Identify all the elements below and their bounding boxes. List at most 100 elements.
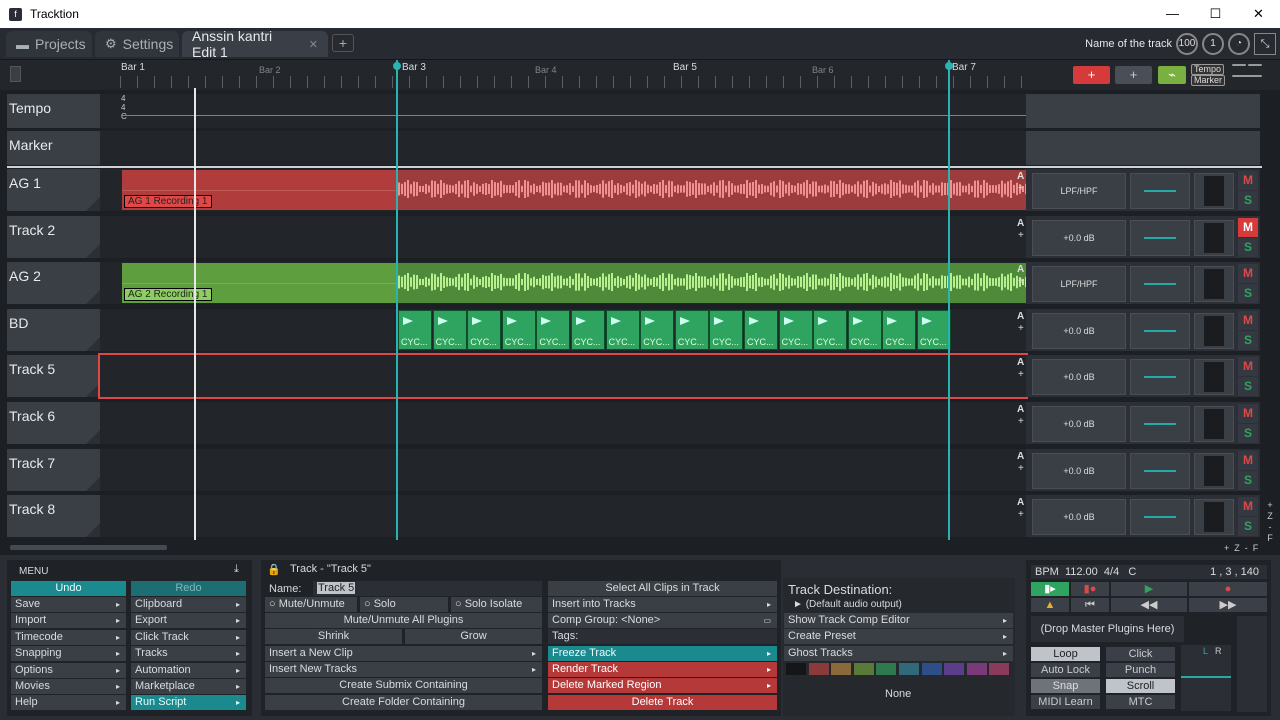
audio-clip[interactable]: AG 1 Recording 1: [122, 170, 1026, 210]
master-plugins-drop-area[interactable]: (Drop Master Plugins Here): [1031, 616, 1184, 642]
automation-toggle[interactable]: A: [1017, 451, 1025, 462]
volume-fader[interactable]: [1130, 173, 1190, 209]
timeline-ruler[interactable]: Bar 1 Bar 2 Bar 3 Bar 4 Bar 5 Bar 6 Bar …: [0, 60, 1280, 90]
solo-button[interactable]: S: [1238, 517, 1258, 536]
menu-item[interactable]: Snapping ▸: [11, 646, 126, 662]
menu-item[interactable]: Movies ▸: [11, 679, 126, 694]
loop-end-handle[interactable]: [945, 62, 953, 70]
volume-fader[interactable]: [1130, 453, 1190, 489]
color-swatch[interactable]: [786, 663, 806, 675]
record-mode-icon[interactable]: ▮▸: [1031, 582, 1069, 596]
download-icon[interactable]: ⤓: [234, 563, 239, 575]
mini-toggle-3[interactable]: [1232, 75, 1262, 77]
solo-button[interactable]: S: [1238, 284, 1258, 303]
midi-clip[interactable]: CYC...: [744, 310, 778, 350]
menu-item[interactable]: Options ▸: [11, 662, 126, 678]
color-swatch[interactable]: [831, 663, 852, 675]
tab-projects[interactable]: ▬ Projects: [6, 31, 92, 57]
insert-tracks-menu[interactable]: Insert New Tracks ▸: [265, 662, 542, 677]
track-header[interactable]: Track 8: [7, 495, 100, 537]
loop-end-marker[interactable]: [948, 60, 950, 540]
midi-clip[interactable]: CYC...: [882, 310, 917, 350]
track-header[interactable]: Track 2: [7, 216, 100, 258]
tempo-track-header[interactable]: Tempo: [7, 94, 100, 128]
color-swatch[interactable]: [944, 663, 965, 675]
add-plugin-button[interactable]: +: [1018, 369, 1024, 380]
midi-clip[interactable]: CYC...: [432, 310, 467, 350]
menu-item[interactable]: Clipboard ▸: [131, 597, 246, 612]
solo-isolate-button[interactable]: ○ Solo Isolate: [451, 597, 542, 612]
automation-toggle[interactable]: A: [1017, 404, 1025, 415]
fast-forward-icon[interactable]: ▶▶: [1189, 598, 1267, 612]
horizontal-scrollbar[interactable]: [10, 545, 167, 550]
track-lane[interactable]: [100, 216, 1026, 258]
select-all-clips-button[interactable]: Select All Clips in Track: [548, 581, 777, 596]
track-lane[interactable]: [98, 353, 1028, 399]
close-tab-icon[interactable]: ✕: [308, 38, 318, 51]
mute-unmute-button[interactable]: ○ Mute/Unmute: [265, 597, 357, 612]
color-swatch[interactable]: [808, 663, 829, 675]
volume-fader[interactable]: [1130, 220, 1190, 256]
volume-fader[interactable]: [1130, 406, 1190, 442]
automation-toggle[interactable]: A: [1017, 218, 1025, 229]
color-swatch[interactable]: [899, 663, 919, 675]
volume-fader[interactable]: [1130, 359, 1190, 395]
solo-button[interactable]: S: [1238, 331, 1258, 350]
snap-button[interactable]: Snap: [1031, 679, 1100, 693]
track-lane[interactable]: [100, 449, 1026, 491]
mute-button[interactable]: M: [1238, 311, 1258, 330]
tags-field[interactable]: Tags:: [548, 629, 777, 644]
midi-clip[interactable]: CYC...: [917, 310, 951, 350]
add-grey-button[interactable]: +: [1115, 66, 1152, 84]
mute-button[interactable]: M: [1238, 497, 1258, 516]
marker-track-header[interactable]: Marker: [7, 131, 100, 165]
master-volume-fader[interactable]: [1237, 616, 1267, 712]
plugin-slot[interactable]: LPF/HPF: [1032, 266, 1126, 302]
minimize-button[interactable]: —: [1166, 6, 1179, 21]
insert-clip-menu[interactable]: Insert a New Clip ▸: [265, 646, 542, 661]
redo-button[interactable]: Redo: [131, 581, 246, 596]
punch-button[interactable]: Punch: [1106, 663, 1175, 677]
plugin-slot[interactable]: +0.0 dB: [1032, 499, 1126, 535]
record-arm-icon[interactable]: ▮●: [1071, 582, 1109, 596]
menu-item[interactable]: Automation ▸: [131, 662, 246, 678]
track-lane[interactable]: CYC... CYC... CYC... CYC... CYC... CYC... CYC.…: [100, 309, 1026, 351]
menu-item[interactable]: Help ▸: [11, 695, 126, 711]
volume-fader[interactable]: [1130, 499, 1190, 535]
playhead[interactable]: [194, 88, 196, 540]
close-window-button[interactable]: ✕: [1253, 6, 1264, 21]
mtc-button[interactable]: MTC: [1106, 695, 1175, 709]
track-lane[interactable]: AG 1 Recording 1: [100, 169, 1026, 211]
create-submix-button[interactable]: Create Submix Containing: [265, 678, 542, 693]
midi-clip[interactable]: CYC...: [501, 310, 536, 350]
track-header[interactable]: AG 1: [7, 169, 100, 211]
color-swatch[interactable]: [966, 663, 987, 675]
menu-item[interactable]: Marketplace ▸: [131, 679, 246, 694]
automation-toggle[interactable]: A: [1017, 264, 1025, 275]
plugin-slot[interactable]: +0.0 dB: [1032, 313, 1126, 349]
mini-toggle-1[interactable]: [1232, 64, 1246, 66]
plugin-slot[interactable]: +0.0 dB: [1032, 359, 1126, 395]
solo-button[interactable]: S: [1238, 191, 1258, 210]
menu-item[interactable]: Save ▸: [11, 597, 126, 612]
loop-start-handle[interactable]: [393, 62, 401, 70]
record-icon[interactable]: ●: [1189, 582, 1267, 596]
destination-value[interactable]: ► (Default audio output): [793, 599, 902, 610]
ghost-tracks-menu[interactable]: Ghost Tracks ▸: [784, 646, 1013, 661]
vertical-zoom-controls[interactable]: + Z - F: [1267, 500, 1273, 543]
lock-icon[interactable]: 🔒: [267, 564, 281, 576]
plugin-slot[interactable]: +0.0 dB: [1032, 453, 1126, 489]
track-lane[interactable]: [100, 402, 1026, 444]
volume-fader[interactable]: [1130, 266, 1190, 302]
plugin-slot[interactable]: +0.0 dB: [1032, 220, 1126, 256]
tempo-toggle[interactable]: Tempo: [1191, 64, 1225, 75]
zoom-controls[interactable]: +Z-F: [1224, 543, 1264, 553]
add-red-button[interactable]: +: [1073, 66, 1110, 84]
track-header[interactable]: BD: [7, 309, 100, 351]
add-plugin-button[interactable]: +: [1018, 509, 1024, 520]
solo-button[interactable]: ○ Solo: [360, 597, 448, 612]
midi-clip[interactable]: CYC...: [536, 310, 571, 350]
mute-button[interactable]: M: [1238, 264, 1258, 283]
mute-all-plugins-button[interactable]: Mute/Unmute All Plugins: [265, 613, 542, 628]
midi-clip[interactable]: CYC...: [778, 310, 813, 350]
